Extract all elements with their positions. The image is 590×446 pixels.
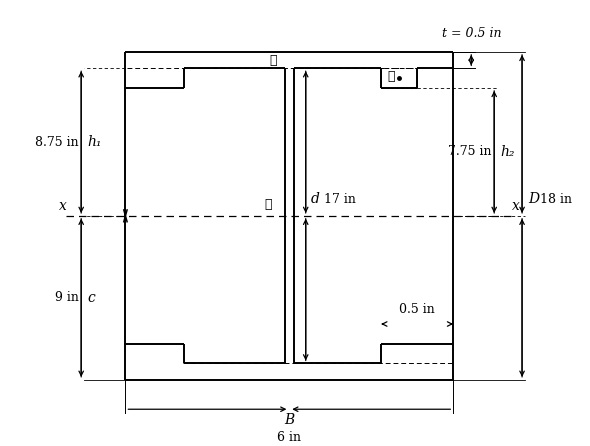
Text: 6 in: 6 in [277,430,301,443]
Text: h₂: h₂ [500,145,514,159]
Text: D: D [528,192,539,206]
Text: 17 in: 17 in [324,193,356,206]
Text: 9 in: 9 in [55,291,78,304]
Text: ①: ① [269,54,277,66]
Text: 0.5 in: 0.5 in [399,303,435,316]
Text: x: x [59,198,67,213]
Text: t = 0.5 in: t = 0.5 in [441,28,501,41]
Text: ②: ② [387,70,395,83]
Text: 18 in: 18 in [540,193,572,206]
Text: h₁: h₁ [87,135,101,149]
Text: c: c [87,291,95,305]
Text: 8.75 in: 8.75 in [35,136,78,149]
Text: x: x [512,198,519,213]
Text: d: d [311,192,320,206]
Text: 7.75 in: 7.75 in [448,145,491,158]
Text: B: B [284,413,294,426]
Text: ③: ③ [264,198,272,211]
